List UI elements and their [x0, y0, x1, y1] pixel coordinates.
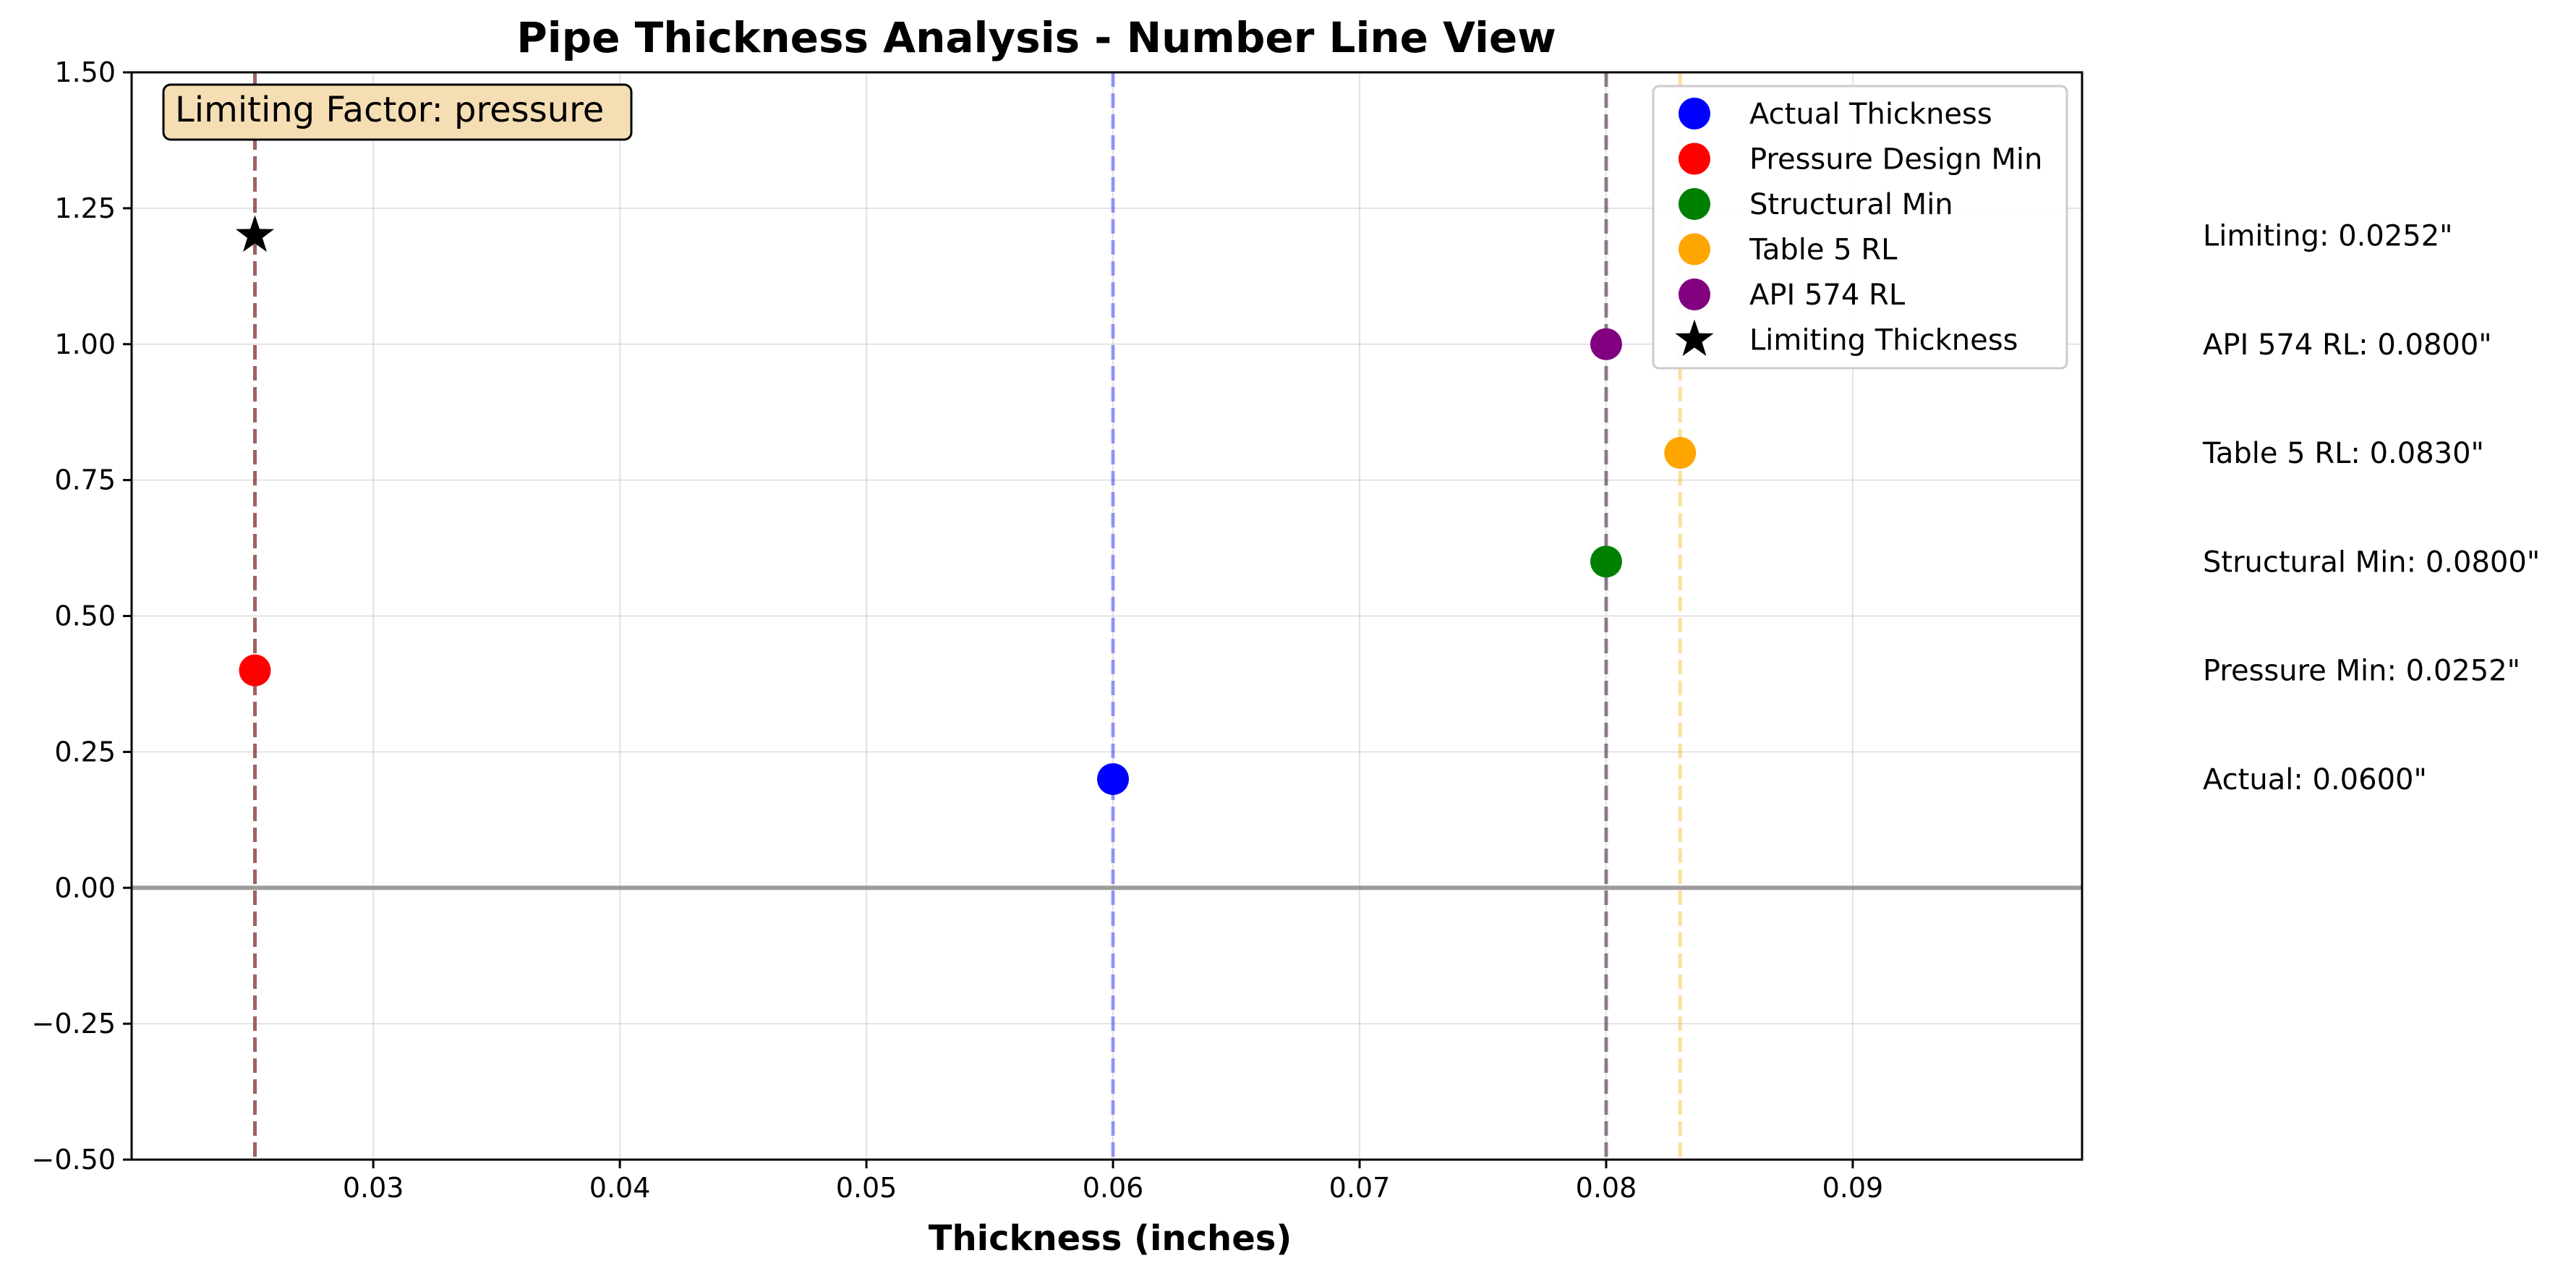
legend-frame [1652, 85, 2068, 370]
y-tick-label: 0.75 [54, 464, 116, 496]
y-tick-label: 0.00 [54, 872, 116, 904]
vertical-reference-lines [252, 72, 1682, 1160]
annotation-box-background [162, 83, 633, 141]
legend-marker [1679, 188, 1710, 220]
data-point-star [235, 215, 275, 252]
data-point [1590, 545, 1622, 578]
y-tick-label: 0.25 [54, 736, 116, 768]
chart-title: Pipe Thickness Analysis - Number Line Vi… [516, 13, 1556, 62]
data-point [1590, 328, 1622, 360]
y-tick-label: 1.25 [54, 192, 116, 224]
legend-label: Table 5 RL [1749, 234, 1898, 267]
legend-label: Limiting Thickness [1749, 324, 2018, 357]
x-axis-ticks: 0.03 0.04 0.05 0.06 0.07 0.08 0.09 [343, 1160, 1883, 1204]
data-point [1097, 762, 1130, 795]
data-point [239, 654, 271, 687]
legend-label: API 574 RL [1749, 279, 1906, 312]
y-axis-ticks: −0.50 −0.25 0.00 0.25 0.50 0.75 1.00 1.25 1.50 [32, 56, 132, 1176]
side-label: Actual: 0.0600" [2203, 763, 2427, 796]
side-label: Limiting: 0.0252" [2203, 219, 2453, 252]
x-tick-label: 0.07 [1329, 1172, 1391, 1204]
x-tick-label: 0.09 [1822, 1172, 1884, 1204]
legend-marker [1679, 98, 1710, 129]
y-tick-label: 1.00 [54, 328, 116, 360]
data-points [235, 215, 1697, 795]
annotation-box-text: Limiting Factor: pressure [175, 90, 604, 130]
x-tick-label: 0.06 [1083, 1172, 1144, 1204]
legend-label: Pressure Design Min [1749, 143, 2042, 177]
legend-label: Actual Thickness [1749, 98, 1992, 131]
y-tick-label: −0.50 [32, 1144, 116, 1176]
x-tick-label: 0.05 [836, 1172, 897, 1204]
y-tick-label: 0.50 [54, 600, 116, 632]
legend-label: Structural Min [1749, 188, 1953, 221]
side-label: API 574 RL: 0.0800" [2203, 328, 2492, 362]
legend: Actual Thickness Pressure Design Min Struc… [1652, 85, 2068, 370]
side-labels: Limiting: 0.0252" API 574 RL: 0.0800" Tabl… [2202, 219, 2540, 796]
side-label: Table 5 RL: 0.0830" [2202, 437, 2484, 470]
legend-marker [1679, 233, 1710, 265]
annotation-box: Limiting Factor: pressure [162, 83, 633, 141]
x-tick-label: 0.08 [1576, 1172, 1637, 1204]
x-tick-label: 0.03 [343, 1172, 404, 1204]
side-label: Structural Min: 0.0800" [2203, 545, 2540, 579]
y-tick-label: −0.25 [32, 1008, 116, 1040]
x-axis-label: Thickness (inches) [929, 1218, 1292, 1259]
legend-marker [1679, 143, 1710, 175]
side-label: Pressure Min: 0.0252" [2203, 655, 2520, 688]
legend-marker [1679, 279, 1710, 310]
legend-star-icon [1675, 319, 1714, 357]
data-point [1664, 437, 1697, 469]
y-tick-label: 1.50 [54, 56, 116, 88]
x-tick-label: 0.04 [589, 1172, 651, 1204]
